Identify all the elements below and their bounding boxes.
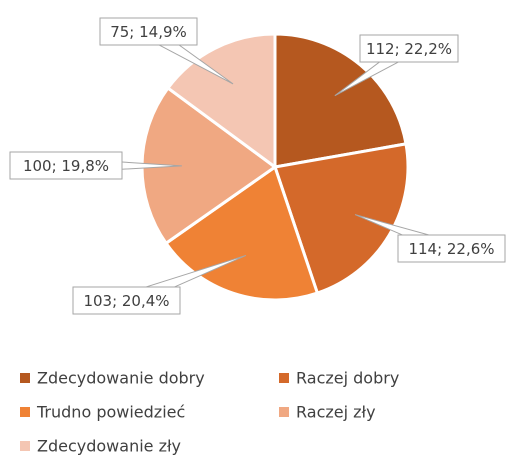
legend-swatch (20, 407, 30, 417)
legend-swatch (20, 441, 30, 451)
pie-slice (273, 142, 410, 295)
legend-label: Zdecydowanie zły (37, 437, 181, 456)
data-label: 112; 22,2% (366, 40, 452, 58)
callout-box (359, 34, 459, 63)
pie-slice (273, 32, 408, 169)
pie-slice (163, 164, 320, 302)
data-label: 103; 20,4% (83, 292, 169, 310)
legend-swatch (20, 373, 30, 383)
legend-label: Raczej dobry (296, 369, 399, 388)
legend-label: Trudno powiedzieć (36, 403, 185, 422)
legend-swatch (279, 373, 289, 383)
callout-box (397, 234, 506, 263)
legend-swatch (279, 407, 289, 417)
legend-label: Zdecydowanie dobry (37, 369, 205, 388)
pie-slice (165, 32, 277, 170)
data-label: 114; 22,6% (408, 240, 494, 258)
callout-box (99, 17, 198, 46)
data-label: 100; 19,8% (23, 157, 109, 175)
callout-box (72, 286, 181, 315)
data-label: 75; 14,9% (110, 23, 187, 41)
callout-box (9, 151, 123, 180)
legend-label: Raczej zły (296, 403, 376, 422)
